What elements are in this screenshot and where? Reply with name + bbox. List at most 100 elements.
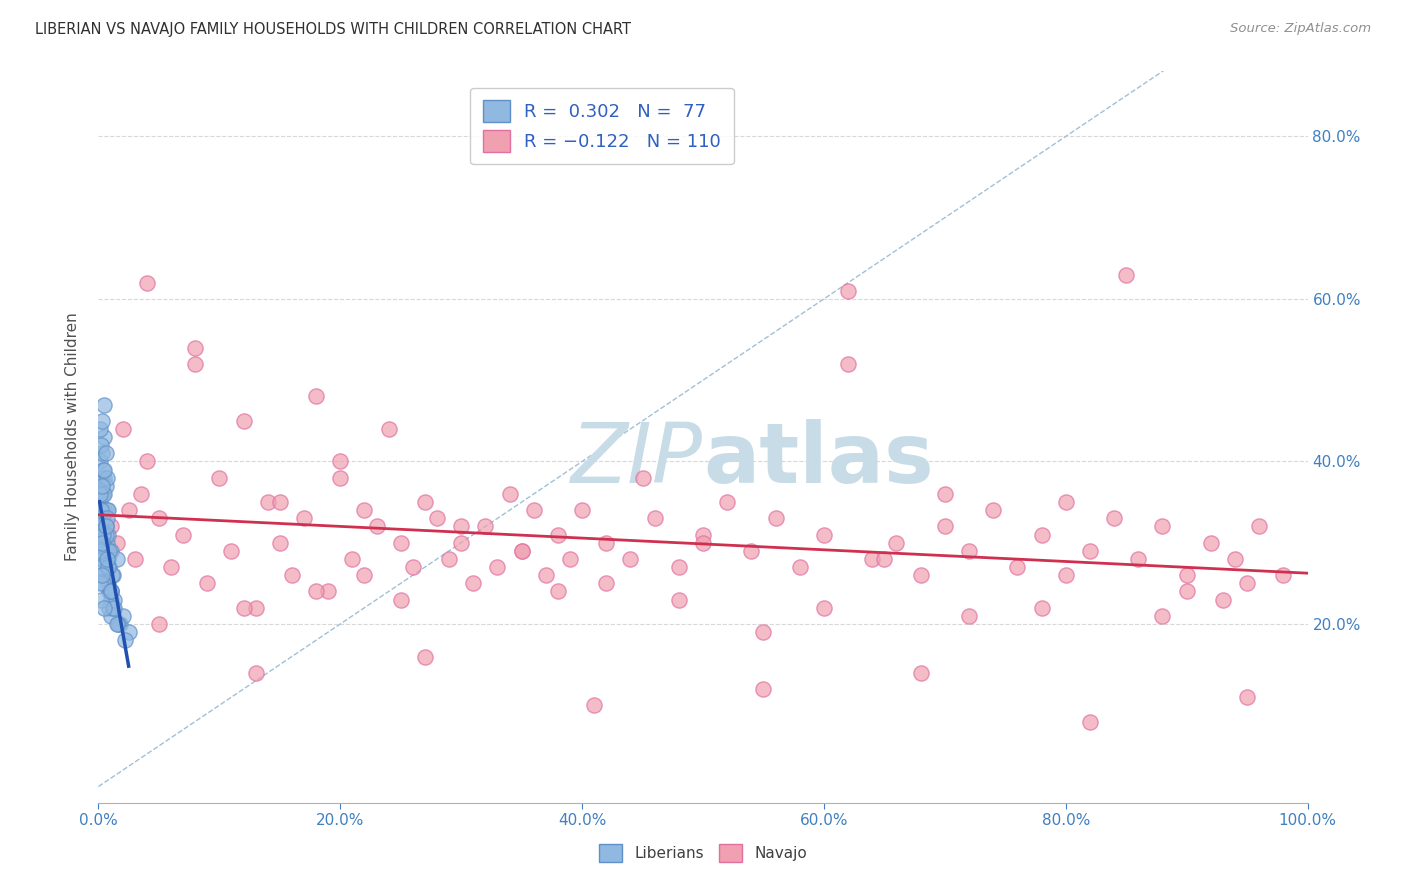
Text: LIBERIAN VS NAVAJO FAMILY HOUSEHOLDS WITH CHILDREN CORRELATION CHART: LIBERIAN VS NAVAJO FAMILY HOUSEHOLDS WIT… — [35, 22, 631, 37]
Point — [692, 527, 714, 541]
Point — [89, 519, 111, 533]
Point — [813, 527, 835, 541]
Point — [353, 568, 375, 582]
Point — [886, 535, 908, 549]
Y-axis label: Family Households with Children: Family Households with Children — [65, 313, 80, 561]
Point — [619, 552, 641, 566]
Point — [1236, 576, 1258, 591]
Point — [426, 511, 449, 525]
Point — [523, 503, 546, 517]
Point — [91, 487, 114, 501]
Point — [124, 552, 146, 566]
Point — [93, 487, 115, 501]
Point — [208, 471, 231, 485]
Point — [90, 592, 112, 607]
Point — [97, 576, 120, 591]
Point — [93, 430, 115, 444]
Point — [118, 503, 141, 517]
Point — [910, 665, 932, 680]
Point — [534, 568, 557, 582]
Point — [101, 568, 124, 582]
Point — [389, 592, 412, 607]
Point — [1223, 552, 1246, 566]
Point — [94, 519, 117, 533]
Point — [752, 681, 775, 696]
Point — [91, 552, 114, 566]
Point — [100, 584, 122, 599]
Point — [93, 600, 115, 615]
Point — [692, 535, 714, 549]
Point — [97, 560, 120, 574]
Point — [184, 357, 207, 371]
Point — [91, 568, 114, 582]
Point — [91, 414, 114, 428]
Point — [1115, 268, 1137, 282]
Point — [631, 471, 654, 485]
Point — [752, 625, 775, 640]
Point — [583, 698, 606, 713]
Point — [463, 576, 485, 591]
Point — [100, 568, 122, 582]
Point — [510, 544, 533, 558]
Point — [89, 495, 111, 509]
Point — [90, 511, 112, 525]
Point — [256, 495, 278, 509]
Point — [789, 560, 811, 574]
Point — [96, 503, 118, 517]
Point — [96, 552, 118, 566]
Point — [105, 552, 128, 566]
Point — [450, 519, 472, 533]
Point — [91, 576, 114, 591]
Point — [93, 398, 115, 412]
Point — [103, 600, 125, 615]
Point — [135, 454, 157, 468]
Point — [668, 560, 690, 574]
Point — [98, 600, 121, 615]
Point — [89, 544, 111, 558]
Point — [245, 665, 267, 680]
Point — [90, 552, 112, 566]
Point — [413, 649, 436, 664]
Point — [148, 617, 170, 632]
Point — [510, 544, 533, 558]
Point — [107, 617, 129, 632]
Point — [89, 422, 111, 436]
Point — [329, 454, 352, 468]
Text: ZIP: ZIP — [571, 418, 703, 500]
Point — [97, 527, 120, 541]
Point — [221, 544, 243, 558]
Point — [450, 535, 472, 549]
Point — [91, 446, 114, 460]
Point — [96, 535, 118, 549]
Point — [366, 519, 388, 533]
Point — [108, 617, 131, 632]
Point — [305, 389, 328, 403]
Point — [1054, 568, 1077, 582]
Point — [837, 284, 859, 298]
Point — [1175, 568, 1198, 582]
Point — [547, 584, 569, 599]
Point — [93, 471, 115, 485]
Point — [716, 495, 738, 509]
Point — [1175, 584, 1198, 599]
Point — [389, 535, 412, 549]
Point — [100, 584, 122, 599]
Point — [353, 503, 375, 517]
Point — [101, 600, 124, 615]
Point — [486, 560, 509, 574]
Point — [96, 511, 118, 525]
Point — [1152, 519, 1174, 533]
Point — [91, 479, 114, 493]
Point — [97, 503, 120, 517]
Point — [91, 527, 114, 541]
Point — [90, 438, 112, 452]
Point — [89, 535, 111, 549]
Point — [1272, 568, 1295, 582]
Point — [98, 544, 121, 558]
Point — [105, 535, 128, 549]
Point — [91, 519, 114, 533]
Point — [91, 462, 114, 476]
Point — [1128, 552, 1150, 566]
Point — [94, 479, 117, 493]
Point — [232, 414, 254, 428]
